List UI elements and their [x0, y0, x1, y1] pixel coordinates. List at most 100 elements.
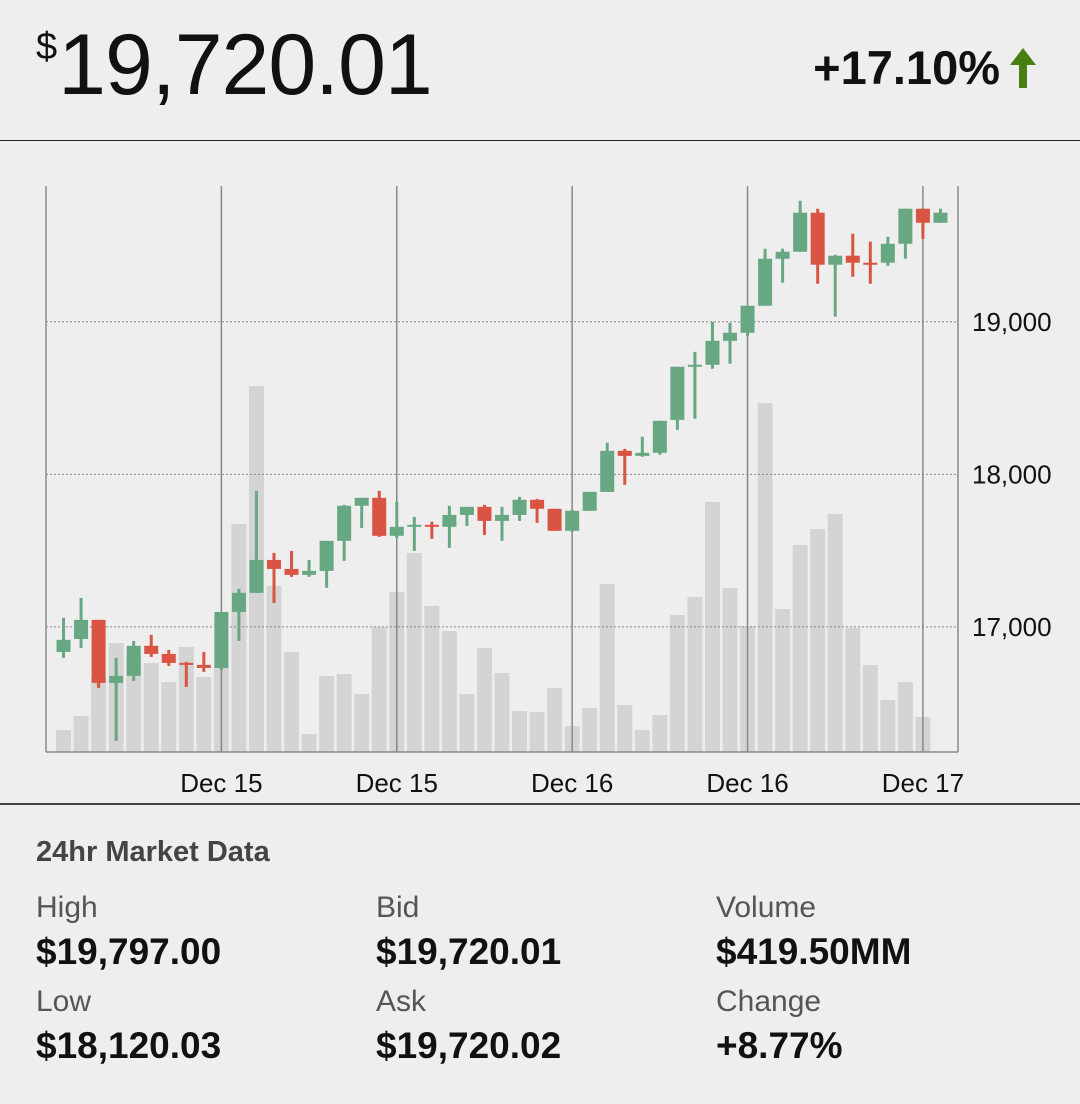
candle-up	[880, 243, 895, 263]
candle-up	[652, 420, 667, 453]
volume-bar	[459, 694, 475, 752]
volume-bar	[704, 502, 720, 752]
candle-up	[793, 212, 808, 252]
y-tick-label: 18,000	[972, 459, 1052, 489]
y-tick-label: 17,000	[972, 612, 1052, 642]
volume-bar	[599, 584, 615, 752]
volume-bar	[845, 628, 861, 752]
stat-low: Low $18,120.03	[36, 985, 376, 1067]
volume-bar	[143, 663, 159, 752]
stat-label: Change	[716, 985, 822, 1018]
x-tick-label: Dec 15	[356, 768, 438, 798]
volume-bar	[319, 676, 335, 752]
candle-up	[933, 212, 948, 223]
candle-down	[196, 664, 211, 668]
volume-bar	[161, 682, 177, 752]
volume-bar	[354, 694, 370, 752]
candle-up	[109, 675, 124, 683]
arrow-up-icon	[1010, 47, 1036, 88]
stat-value: +8.77%	[716, 1025, 843, 1066]
candle-up	[459, 506, 474, 515]
candle-up	[898, 208, 913, 244]
stat-value: $19,797.00	[36, 931, 222, 972]
volume-bar	[494, 673, 510, 752]
candle-up	[319, 540, 334, 571]
volume-bar	[336, 674, 352, 752]
candle-up	[302, 570, 317, 575]
market-data-title: 24hr Market Data	[36, 836, 270, 868]
candle-up	[56, 639, 71, 652]
market-data-panel: 24hr Market Data High $19,797.00 Bid $19,7…	[36, 836, 1056, 1067]
x-tick-label: Dec 17	[882, 768, 964, 798]
y-tick-label: 19,000	[972, 307, 1052, 337]
stat-label: High	[36, 891, 98, 924]
currency-symbol: $	[36, 26, 57, 68]
volume-bar	[284, 652, 300, 752]
candle-up	[126, 645, 141, 676]
volume-bar	[757, 403, 773, 752]
candle-down	[915, 208, 930, 223]
volume-bar	[652, 715, 668, 752]
candle-up	[600, 450, 615, 492]
candle-down	[530, 499, 545, 509]
volume-bar	[827, 514, 843, 752]
candle-up	[231, 592, 246, 612]
volume-bar	[371, 627, 387, 752]
volume-bar	[810, 529, 826, 752]
candle-up	[740, 305, 755, 333]
stat-volume: Volume $419.50MM	[716, 891, 1056, 973]
price-header: $19,720.01 +17.10%	[0, 0, 1080, 141]
volume-bar	[669, 615, 685, 752]
volume-bar	[301, 734, 317, 752]
stat-ask: Ask $19,720.02	[376, 985, 716, 1067]
volume-bar	[582, 708, 598, 752]
candle-up	[775, 251, 790, 259]
volume-bar	[441, 631, 457, 752]
volume-bar	[91, 677, 107, 752]
candle-up	[442, 514, 457, 527]
candle-up	[670, 366, 685, 420]
volume-bar	[178, 647, 194, 752]
candle-down	[144, 645, 159, 654]
stat-label: Bid	[376, 891, 420, 924]
candle-up	[512, 499, 527, 515]
stat-value: $18,120.03	[36, 1025, 222, 1066]
volume-bar	[476, 648, 492, 752]
volume-bar	[529, 712, 545, 752]
price-change: +17.10%	[813, 40, 1036, 95]
candle-up	[723, 332, 737, 341]
change-value: +17.10%	[813, 41, 1000, 94]
volume-bar	[56, 730, 72, 752]
volume-bar	[126, 655, 142, 752]
candle-up	[337, 505, 352, 541]
candle-down	[161, 653, 176, 663]
stat-value: $19,720.01	[376, 931, 562, 972]
candle-down	[845, 255, 860, 263]
volume-bar	[424, 606, 440, 752]
candle-up	[758, 258, 773, 306]
candle-down	[372, 497, 387, 536]
x-tick-label: Dec 16	[531, 768, 613, 798]
candle-up	[249, 559, 264, 593]
volume-bar	[792, 545, 808, 752]
stat-value: $419.50MM	[716, 931, 912, 972]
x-tick-label: Dec 15	[180, 768, 262, 798]
candle-up	[687, 364, 702, 367]
candle-up	[828, 255, 843, 265]
candle-down	[810, 212, 825, 265]
volume-bar	[722, 588, 738, 752]
price-value: 19,720.01	[58, 17, 433, 113]
volume-bar	[196, 677, 212, 752]
volume-bar	[73, 716, 89, 752]
candlestick-chart: 17,000 18,000 19,000 Dec 15 Dec 15 Dec 16 Dec …	[45, 186, 1052, 798]
candle-up	[354, 497, 369, 506]
candle-down	[179, 662, 194, 665]
candle-up	[565, 510, 580, 531]
current-price: $19,720.01	[36, 16, 433, 115]
stat-high: High $19,797.00	[36, 891, 376, 973]
volume-bar	[634, 730, 650, 752]
volume-bar	[862, 665, 878, 752]
stat-label: Volume	[716, 891, 817, 924]
candle-down	[547, 508, 562, 531]
volume-bar	[687, 597, 703, 752]
